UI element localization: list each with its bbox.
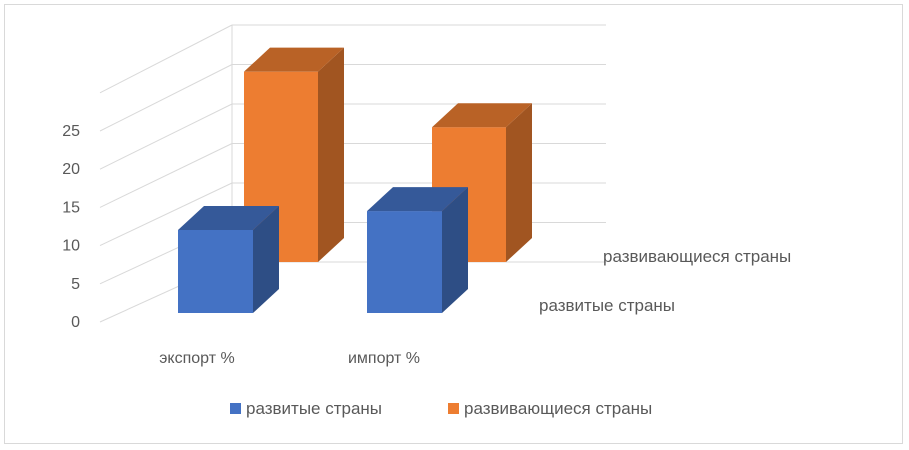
- bar-front-face: [367, 211, 442, 313]
- y-tick-label: 5: [71, 276, 80, 293]
- bar-front-face: [178, 229, 253, 313]
- gridline-side: [99, 143, 233, 208]
- y-tick-label: 10: [62, 238, 80, 255]
- bar-side-face: [318, 47, 344, 263]
- y-tick-label: 20: [62, 161, 80, 178]
- gridline-side: [99, 103, 233, 170]
- depth-axis-label: развитые страны: [539, 296, 675, 315]
- y-tick-label: 25: [62, 123, 80, 140]
- category-label: экспорт %: [159, 350, 234, 367]
- bars: [178, 47, 532, 313]
- bar-side-face: [442, 187, 468, 313]
- bar-top-face: [178, 205, 279, 230]
- gridline-side: [99, 182, 233, 247]
- legend-label: развивающиеся страны: [464, 399, 652, 418]
- gridline-side: [99, 24, 233, 94]
- category-label: импорт %: [348, 350, 420, 367]
- y-tick-label: 15: [62, 199, 80, 216]
- bar-top-face: [244, 47, 344, 72]
- legend: развитые страны развивающиеся страны: [230, 399, 652, 418]
- y-tick-label: 0: [71, 314, 80, 331]
- bar-side-face: [253, 205, 279, 313]
- bar-top-face: [432, 103, 532, 128]
- bar-top-face: [367, 187, 468, 212]
- legend-label: развитые страны: [246, 399, 382, 418]
- bar-side-face: [506, 103, 532, 262]
- legend-swatch: [230, 403, 241, 414]
- legend-swatch: [448, 403, 459, 414]
- gridline-side: [99, 64, 233, 132]
- depth-axis-label: развивающиеся страны: [603, 247, 791, 266]
- y-tick-labels: 0 5 10 15 20 25: [62, 123, 80, 331]
- category-labels: экспорт % импорт %: [159, 350, 420, 367]
- depth-axis-labels: развитые страны развивающиеся страны: [539, 247, 791, 315]
